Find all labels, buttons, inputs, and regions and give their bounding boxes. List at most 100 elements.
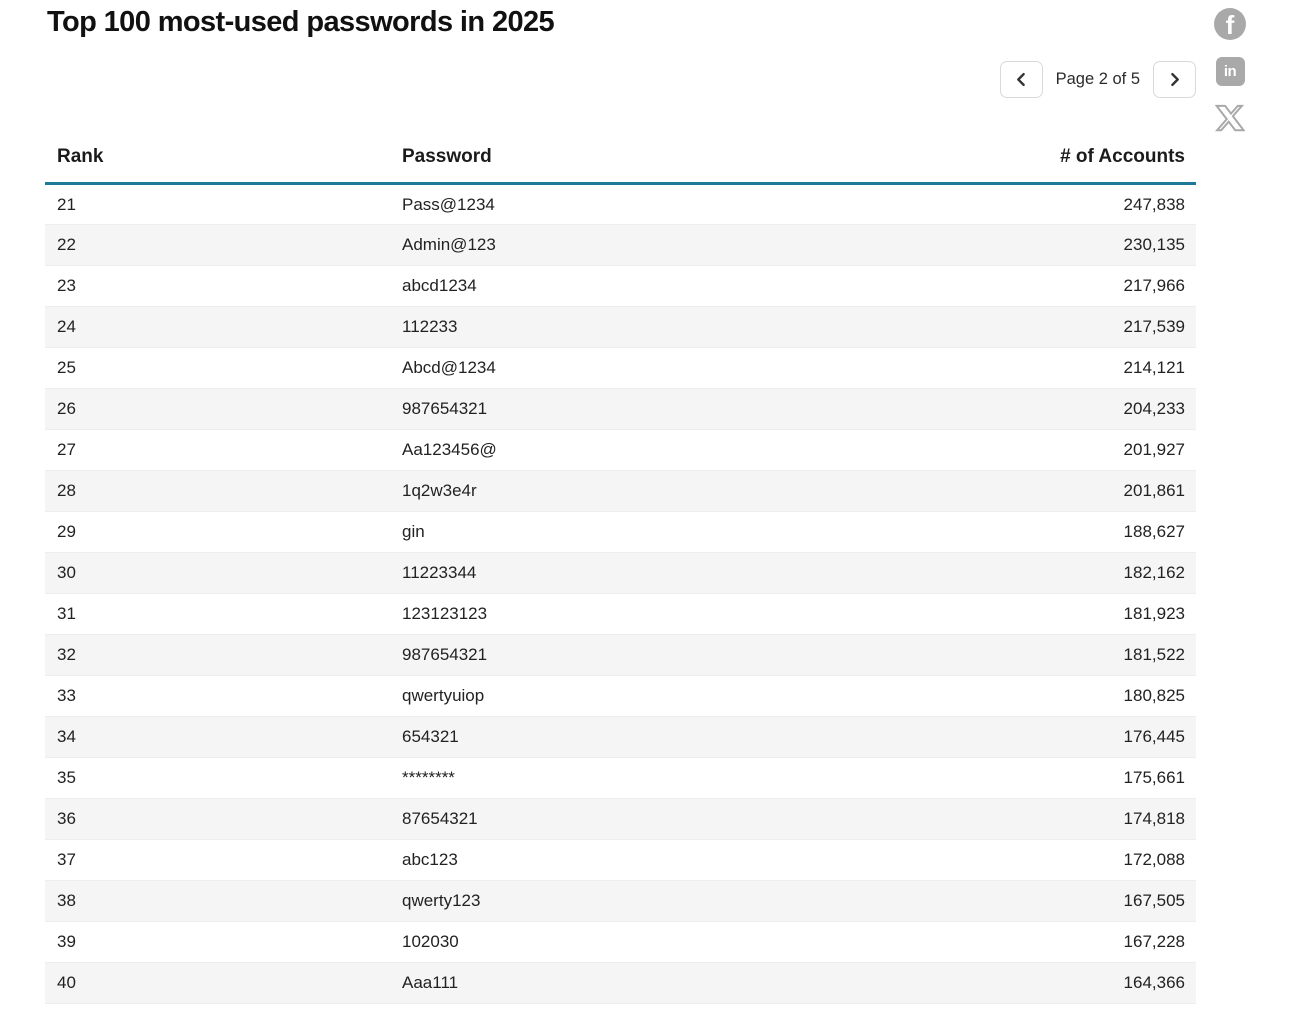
table-row: 34 654321 176,445	[45, 716, 1196, 758]
rank-cell: 22	[45, 224, 390, 266]
rank-cell: 21	[45, 183, 390, 225]
passwords-table-container: Rank Password # of Accounts 21 Pass@1234 2…	[45, 133, 1196, 1004]
rank-cell: 24	[45, 306, 390, 348]
accounts-cell: 164,366	[896, 962, 1196, 1004]
facebook-icon[interactable]: f	[1214, 8, 1246, 40]
table-row: 30 11223344 182,162	[45, 552, 1196, 594]
accounts-cell: 247,838	[896, 183, 1196, 225]
chevron-right-icon	[1171, 72, 1179, 86]
table-row: 32 987654321 181,522	[45, 634, 1196, 676]
accounts-cell: 214,121	[896, 347, 1196, 389]
chevron-left-icon	[1016, 72, 1025, 86]
rank-cell: 36	[45, 798, 390, 840]
table-row: 38 qwerty123 167,505	[45, 880, 1196, 922]
table-header: Rank Password # of Accounts	[45, 133, 1196, 185]
rank-cell: 23	[45, 265, 390, 307]
rank-cell: 38	[45, 880, 390, 922]
table-row: 21 Pass@1234 247,838	[45, 183, 1196, 225]
password-cell: Pass@1234	[390, 183, 896, 225]
rank-cell: 32	[45, 634, 390, 676]
accounts-cell: 201,861	[896, 470, 1196, 512]
x-twitter-icon[interactable]	[1215, 103, 1245, 133]
x-twitter-icon-glyph	[1215, 104, 1245, 132]
next-page-button[interactable]	[1153, 60, 1196, 98]
table-row: 39 102030 167,228	[45, 921, 1196, 963]
rank-cell: 25	[45, 347, 390, 389]
rank-cell: 26	[45, 388, 390, 430]
password-cell: Admin@123	[390, 224, 896, 266]
rank-cell: 30	[45, 552, 390, 594]
password-cell: qwertyuiop	[390, 675, 896, 717]
accounts-cell: 182,162	[896, 552, 1196, 594]
password-cell: 987654321	[390, 388, 896, 430]
accounts-cell: 167,505	[896, 880, 1196, 922]
page-title: Top 100 most-used passwords in 2025	[47, 6, 555, 38]
accounts-cell: 175,661	[896, 757, 1196, 799]
social-share-column: f in	[1214, 8, 1246, 133]
accounts-cell: 204,233	[896, 388, 1196, 430]
accounts-cell: 176,445	[896, 716, 1196, 758]
table-row: 28 1q2w3e4r 201,861	[45, 470, 1196, 512]
table-row: 40 Aaa111 164,366	[45, 962, 1196, 1004]
password-cell: qwerty123	[390, 880, 896, 922]
password-cell: abcd1234	[390, 265, 896, 307]
linkedin-icon[interactable]: in	[1215, 57, 1245, 86]
rank-cell: 37	[45, 839, 390, 881]
password-cell: Abcd@1234	[390, 347, 896, 389]
pagination: Page 2 of 5	[999, 60, 1196, 98]
rank-cell: 34	[45, 716, 390, 758]
table-row: 35 ******** 175,661	[45, 757, 1196, 799]
passwords-table: Rank Password # of Accounts 21 Pass@1234 2…	[45, 133, 1196, 1004]
table-row: 31 123123123 181,923	[45, 593, 1196, 635]
password-cell: ********	[390, 757, 896, 799]
password-cell: 11223344	[390, 552, 896, 594]
password-cell: 987654321	[390, 634, 896, 676]
password-cell: gin	[390, 511, 896, 553]
table-row: 23 abcd1234 217,966	[45, 265, 1196, 307]
table-row: 26 987654321 204,233	[45, 388, 1196, 430]
table-row: 37 abc123 172,088	[45, 839, 1196, 881]
table-row: 27 Aa123456@ 201,927	[45, 429, 1196, 471]
table-body: 21 Pass@1234 247,838 22 Admin@123 230,135 23 ab…	[45, 183, 1196, 1004]
linkedin-icon-glyph: in	[1223, 63, 1237, 80]
table-row: 25 Abcd@1234 214,121	[45, 347, 1196, 389]
rank-cell: 28	[45, 470, 390, 512]
prev-page-button[interactable]	[999, 60, 1043, 98]
password-cell: Aa123456@	[390, 429, 896, 471]
accounts-cell: 172,088	[896, 839, 1196, 881]
table-row: 29 gin 188,627	[45, 511, 1196, 553]
accounts-cell: 180,825	[896, 675, 1196, 717]
password-column-header: Password	[390, 133, 896, 185]
rank-cell: 29	[45, 511, 390, 553]
password-cell: 123123123	[390, 593, 896, 635]
rank-cell: 27	[45, 429, 390, 471]
table-row: 22 Admin@123 230,135	[45, 224, 1196, 266]
table-row: 33 qwertyuiop 180,825	[45, 675, 1196, 717]
password-cell: 1q2w3e4r	[390, 470, 896, 512]
password-cell: 112233	[390, 306, 896, 348]
rank-cell: 39	[45, 921, 390, 963]
accounts-cell: 201,927	[896, 429, 1196, 471]
accounts-cell: 181,923	[896, 593, 1196, 635]
accounts-column-header: # of Accounts	[896, 133, 1196, 185]
rank-cell: 33	[45, 675, 390, 717]
password-cell: 87654321	[390, 798, 896, 840]
password-cell: Aaa111	[390, 962, 896, 1004]
table-row: 24 112233 217,539	[45, 306, 1196, 348]
accounts-cell: 217,966	[896, 265, 1196, 307]
accounts-cell: 188,627	[896, 511, 1196, 553]
facebook-icon-glyph: f	[1225, 10, 1235, 40]
password-cell: 654321	[390, 716, 896, 758]
accounts-cell: 217,539	[896, 306, 1196, 348]
password-cell: 102030	[390, 921, 896, 963]
rank-cell: 31	[45, 593, 390, 635]
accounts-cell: 174,818	[896, 798, 1196, 840]
rank-column-header: Rank	[45, 133, 390, 185]
password-cell: abc123	[390, 839, 896, 881]
table-header-row: Rank Password # of Accounts	[45, 133, 1196, 185]
rank-cell: 40	[45, 962, 390, 1004]
accounts-cell: 230,135	[896, 224, 1196, 266]
rank-cell: 35	[45, 757, 390, 799]
accounts-cell: 181,522	[896, 634, 1196, 676]
